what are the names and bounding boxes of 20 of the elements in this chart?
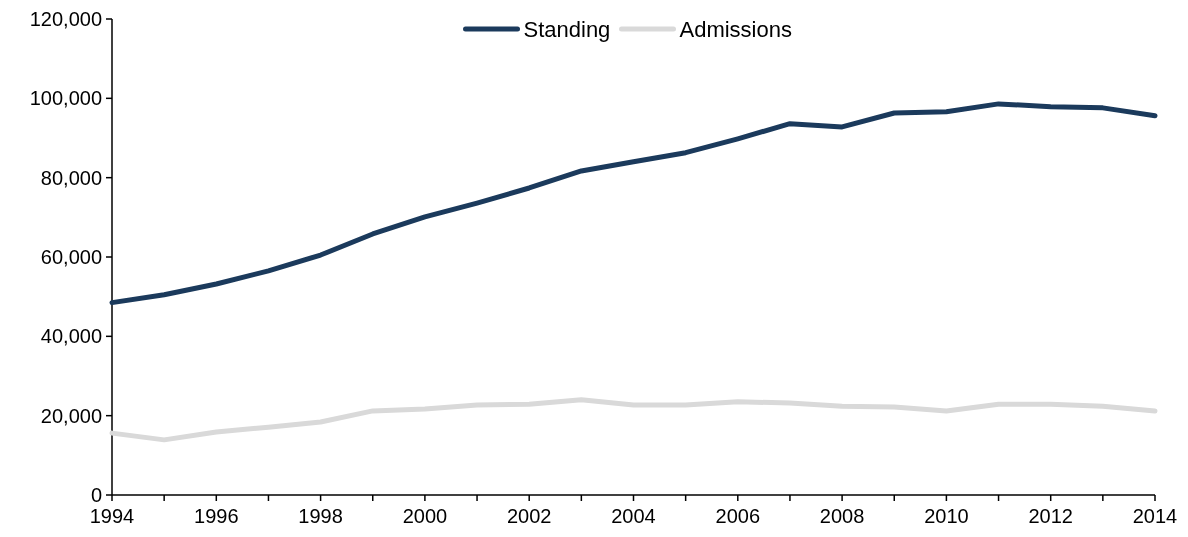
legend-label: Standing — [523, 16, 611, 42]
x-tick-label: 2008 — [819, 505, 865, 527]
legend-label: Admissions — [679, 16, 792, 42]
x-tick-label: 2014 — [1132, 505, 1178, 527]
y-tick-label: 80,000 — [40, 166, 102, 189]
y-tick-label: 40,000 — [40, 325, 102, 348]
x-tick-label: 1996 — [194, 505, 239, 527]
x-tick-label: 1994 — [89, 505, 135, 527]
y-tick-label: 0 — [90, 484, 102, 506]
x-tick-label: 1998 — [298, 505, 343, 527]
y-tick-label: 120,000 — [29, 8, 102, 30]
x-tick-label: 2006 — [715, 505, 761, 527]
y-tick-label: 100,000 — [29, 87, 102, 110]
y-tick-label: 60,000 — [40, 246, 102, 268]
x-tick-label: 2010 — [924, 505, 969, 527]
y-tick-label: 20,000 — [40, 404, 102, 427]
x-tick-label: 2012 — [1028, 505, 1073, 527]
x-tick-label: 2000 — [402, 505, 448, 527]
x-tick-label: 2002 — [506, 505, 552, 527]
x-tick-label: 2004 — [611, 505, 656, 527]
